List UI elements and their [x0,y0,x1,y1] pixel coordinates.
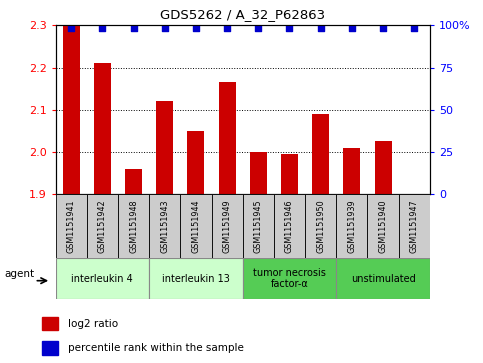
Text: GSM1151948: GSM1151948 [129,199,138,253]
Point [348,25,356,31]
Bar [56,194,87,258]
Bar [305,194,336,258]
Text: tumor necrosis
factor-α: tumor necrosis factor-α [253,268,326,289]
Text: GSM1151944: GSM1151944 [191,199,200,253]
Text: GSM1151940: GSM1151940 [379,199,387,253]
Bar [368,194,398,258]
Point [99,25,106,31]
Bar [125,169,142,194]
Point [255,25,262,31]
Text: GSM1151950: GSM1151950 [316,199,325,253]
Point [67,25,75,31]
Point [192,25,200,31]
Text: GSM1151949: GSM1151949 [223,199,232,253]
Bar [312,114,329,194]
Text: GSM1151942: GSM1151942 [98,199,107,253]
Bar [63,25,80,194]
Bar [250,152,267,194]
Text: log2 ratio: log2 ratio [68,318,118,329]
Text: GSM1151945: GSM1151945 [254,199,263,253]
Bar [42,317,58,330]
Text: GSM1151943: GSM1151943 [160,199,169,253]
Bar [156,101,173,194]
Point [161,25,169,31]
Bar [42,342,58,355]
Bar [218,82,236,194]
Bar [242,194,274,258]
Point [129,25,137,31]
Bar [398,194,430,258]
Bar [94,64,111,194]
Bar [281,154,298,194]
Text: agent: agent [4,269,35,278]
Bar [187,131,204,194]
Title: GDS5262 / A_32_P62863: GDS5262 / A_32_P62863 [160,8,325,21]
Bar [56,258,149,299]
Point [411,25,418,31]
Point [223,25,231,31]
Bar [118,194,149,258]
Bar [336,258,430,299]
Text: percentile rank within the sample: percentile rank within the sample [68,343,243,353]
Bar [149,258,242,299]
Bar [242,258,336,299]
Bar [274,194,305,258]
Text: interleukin 13: interleukin 13 [162,274,230,284]
Point [285,25,293,31]
Text: GSM1151947: GSM1151947 [410,199,419,253]
Point [379,25,387,31]
Point [317,25,325,31]
Text: GSM1151939: GSM1151939 [347,199,356,253]
Text: GSM1151946: GSM1151946 [285,199,294,253]
Bar [180,194,212,258]
Text: interleukin 4: interleukin 4 [71,274,133,284]
Text: GSM1151941: GSM1151941 [67,199,76,253]
Bar [343,148,360,194]
Text: unstimulated: unstimulated [351,274,415,284]
Bar [336,194,368,258]
Bar [212,194,243,258]
Bar [87,194,118,258]
Bar [149,194,180,258]
Bar [374,142,392,194]
